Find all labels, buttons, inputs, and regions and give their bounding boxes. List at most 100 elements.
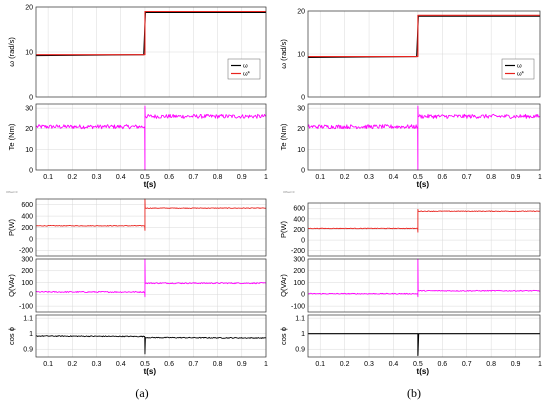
b-power-chart: -200 0 200 400 600 P(W) [279,202,541,257]
a-pf-xtick-label: 0.9 [237,361,247,368]
a-pf-ytick-label: 1.1 [23,316,33,323]
b-pf-xtick-label: 0.2 [340,361,350,368]
b-torque-xtick-label: 0.1 [315,174,325,181]
a-torque-ytick-label: 30 [25,106,33,113]
b-reactive-ytick-label: 300 [293,256,305,263]
b-pf-ylabel: cos ϕ [279,327,288,345]
a-reactive-ytick-label: 300 [21,256,33,263]
a-pf-ylabel: cos ϕ [7,327,16,345]
b-torque-chart: 0 10 20 30 Te (Nm) 0.1 0.2 0.3 0.4 0.5 0.6 0.7 0.8 0.… [279,103,542,189]
a-reactive-chart: -100 0 100 200 300 Q(VAr) [7,256,267,313]
b-pf-xtick-label: 1 [538,361,542,368]
a-pf-xtick-label: 0.8 [213,361,223,368]
a-power-ytick-label: 200 [21,225,33,232]
a-reactive-ytick-label: 0 [29,292,33,299]
a-torque-xtick-label: 0.4 [116,174,126,181]
b-power-ytick-label: 600 [293,206,305,213]
a-pf-xtick-label: 0.2 [67,361,77,368]
b-speed-legend-entry: ω* [517,72,525,78]
b-reactive-ytick-label: 100 [293,280,305,287]
a-torque-xtick-label: 0.2 [67,174,77,181]
a-speed-ytick-label: 10 [25,49,33,56]
b-pf-series-0-line [308,333,540,356]
a-torque-ytick-label: 20 [25,126,33,133]
b-torque-frame [307,103,541,171]
b-pf-xtick-label: 0.4 [389,361,399,368]
b-torque-xlabel: t(s) [417,180,430,189]
a-speed-legend: ω ω* [227,58,261,80]
a-pf-xlabel: t(s) [144,367,157,376]
a-speed-ylabel: ω (rad/s) [7,37,16,67]
b-speed-frame [307,10,541,98]
caption-b: (b) [407,386,421,400]
a-pf-series-0-line [35,335,267,355]
a-torque-xtick-label: 0.1 [43,174,53,181]
b-reactive-ytick-label: 200 [293,268,305,275]
a-speed-frame [35,6,267,98]
a-torque-xtick-label: 0.9 [237,174,247,181]
a-pf-xtick-label: 0.7 [189,361,199,368]
b-torque-xtick-label: 0.7 [462,174,472,181]
a-pf-xtick-label: 1 [264,361,268,368]
offset-label-b: Offset=0 [283,190,295,194]
a-torque-ylabel: Te (Nm) [7,123,16,150]
b-reactive-series-0-line [307,258,541,298]
b-torque-xtick-label: 0.6 [437,174,447,181]
a-speed-legend-entry: ω* [243,72,251,78]
b-power-ytick-label: -200 [291,248,305,255]
b-torque-ytick-label: 30 [297,106,305,113]
a-pf-ytick-label: 0.9 [23,347,33,354]
a-torque-xlabel: t(s) [144,180,157,189]
b-torque-ylabel: Te (Nm) [279,123,288,150]
a-torque-xtick-label: 1 [264,174,268,181]
b-reactive-ylabel: Q(VAr) [279,274,288,297]
a-pf-xtick-label: 0.6 [164,361,174,368]
a-speed-chart: 0 10 20 ω (rad/s) ω ω* [7,4,267,101]
b-reactive-ytick-label: 0 [301,292,305,299]
a-pf-xtick-label: 0.3 [92,361,102,368]
a-torque-frame [35,103,267,171]
a-reactive-series-0-line [35,258,267,298]
b-power-series-0-line [307,208,541,233]
b-pf-frame [307,314,541,358]
a-power-ytick-label: 600 [21,202,33,209]
b-power-ytick-label: 400 [293,216,305,223]
b-pf-plot-area [308,315,540,357]
a-torque-chart: 0 10 20 30 Te (Nm) 0.1 0.2 0.3 0.4 0.5 0.6 0.7 0.8 0.… [7,103,268,189]
a-pf-ytick-label: 1 [29,331,33,338]
b-pf-chart: 0.9 1 1.1 cos ϕ 0.1 0.2 0.3 0.4 0.5 0.6 0.7 0.8 0.9 1… [279,314,542,376]
b-torque-ytick-label: 20 [297,126,305,133]
b-pf-ytick-label: 0.9 [295,347,305,354]
b-speed-ytick-label: 20 [297,8,305,15]
a-pf-xtick-label: 0.4 [116,361,126,368]
b-speed-legend-entry: ω [517,64,522,70]
b-torque-xtick-label: 0.5 [413,174,423,181]
a-power-ylabel: P(W) [7,218,16,236]
b-reactive-frame [307,258,541,313]
b-pf-xtick-label: 0.5 [413,361,423,368]
a-power-frame [35,198,267,257]
a-reactive-ytick-label: -100 [19,304,33,311]
a-power-ytick-label: 0 [29,236,33,243]
b-torque-ytick-label: 0 [301,167,305,174]
a-speed-ytick-label: 20 [25,4,33,11]
a-power-series-0-line [35,198,267,231]
b-pf-xlabel: t(s) [417,367,430,376]
b-pf-xtick-label: 0.6 [437,361,447,368]
b-torque-ytick-label: 10 [297,147,305,154]
b-pf-xtick-label: 0.8 [486,361,496,368]
a-reactive-ylabel: Q(VAr) [7,274,16,297]
b-power-ytick-label: 200 [293,227,305,234]
b-speed-ytick-label: 10 [297,51,305,58]
b-speed-series-1-line [308,14,540,58]
b-pf-ytick-label: 1 [301,331,305,338]
a-pf-frame [35,314,267,358]
b-pf-ytick-label: 1.1 [295,316,305,323]
b-torque-xtick-label: 0.4 [389,174,399,181]
a-power-chart: -200 0 200 400 600 P(W) [7,198,267,257]
b-speed-ytick-label: 0 [301,94,305,101]
a-reactive-plot-area [36,259,266,312]
a-pf-xtick-label: 0.5 [140,361,150,368]
b-power-ytick-label: 0 [301,238,305,245]
